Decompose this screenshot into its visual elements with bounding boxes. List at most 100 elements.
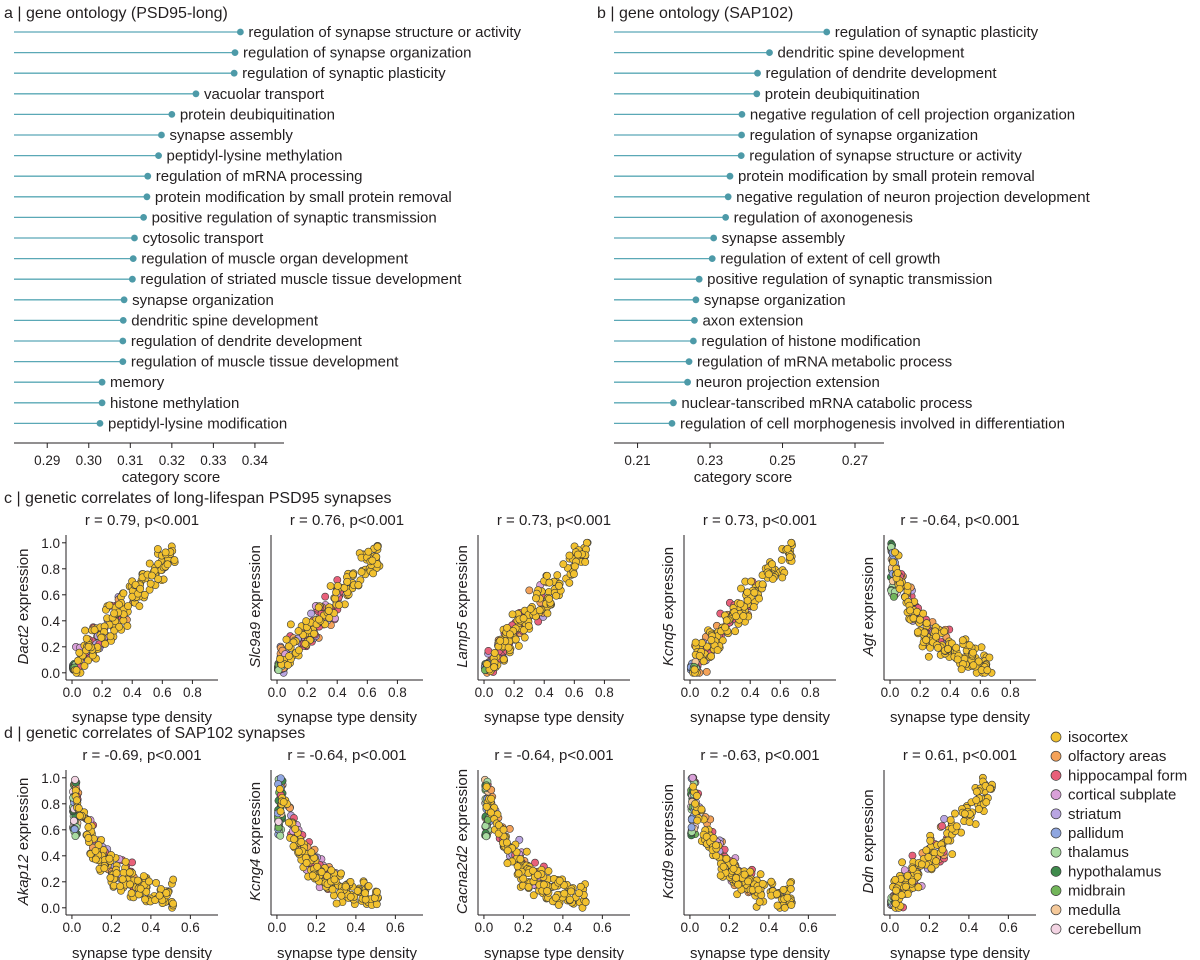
scatter-point xyxy=(743,596,752,605)
gene-name: Kcnq5 xyxy=(660,623,677,666)
scatter-point xyxy=(337,869,345,878)
scatter-point xyxy=(313,862,322,871)
scatter-point xyxy=(551,893,560,902)
panel-a-ticks: 0.29 0.30 0.31 0.32 0.33 0.34 xyxy=(34,443,269,468)
scatter-point xyxy=(690,665,699,674)
scatter-plot-agt: r = -0.64, p<0.001 0.0 0.2 0.4 0.6 0.8 synapse… xyxy=(860,512,1036,726)
scatter-point xyxy=(965,641,974,650)
lollipop-dot xyxy=(119,358,127,365)
y-axis-label: Dact2 expression xyxy=(15,549,32,665)
scatter-point xyxy=(560,889,569,898)
y-tick-label: 0.6 xyxy=(41,588,60,603)
scatter-point xyxy=(136,884,145,893)
scatter-point xyxy=(948,850,957,859)
x-tick-label: 0.6 xyxy=(153,685,172,700)
go-term-b: protein deubiquitination xyxy=(614,86,920,103)
correlation-stat: r = -0.63, p<0.001 xyxy=(700,747,819,764)
scatter-point xyxy=(373,542,382,551)
scatter-plot-akap12: r = -0.69, p<0.001 0.0 0.2 0.4 0.6 0.0 0.2 0.4 0… xyxy=(15,747,218,960)
correlation-stat: r = 0.73, p<0.001 xyxy=(497,512,611,529)
x-tick-label: 0.4 xyxy=(553,920,572,935)
x-tick-label: 0.6 xyxy=(181,920,200,935)
scatter-point xyxy=(891,548,899,557)
y-tick-label: 0.4 xyxy=(41,849,60,864)
scatter-point xyxy=(310,629,318,638)
lollipop-dot xyxy=(119,317,127,324)
scatter-point xyxy=(522,847,531,856)
scatter-point xyxy=(783,893,792,902)
scatter-point xyxy=(127,889,136,898)
scatter-point xyxy=(581,558,590,566)
scatter-point xyxy=(908,851,917,860)
x-tick-label: 0.2 xyxy=(920,920,939,935)
scatter-point xyxy=(938,845,947,854)
scatter-point xyxy=(291,824,300,833)
panel-b-items: regulation of synaptic plasticity dendrit… xyxy=(614,24,1091,432)
lollipop-dot xyxy=(823,28,831,36)
scatter-point xyxy=(368,556,377,565)
go-term-a: peptidyl-lysine methylation xyxy=(14,148,342,165)
go-term-a: regulation of mRNA processing xyxy=(14,168,363,185)
scatter-point xyxy=(897,891,906,899)
expression-suffix: expression xyxy=(247,782,264,859)
scatter-point xyxy=(920,628,929,637)
scatter-point xyxy=(155,891,164,900)
scatter-point xyxy=(927,864,936,873)
x-axis-label: synapse type density xyxy=(484,945,625,960)
scatter-point xyxy=(70,816,78,825)
scatter-point xyxy=(732,874,740,882)
scatter-point xyxy=(285,652,293,661)
scatter-point xyxy=(315,615,323,624)
x-axis-label: synapse type density xyxy=(72,945,213,960)
expression-suffix: expression xyxy=(247,545,264,622)
scatter-points xyxy=(273,542,384,677)
legend-label: isocortex xyxy=(1068,729,1129,746)
lollipop-dot xyxy=(120,296,128,304)
panel-d: d | genetic correlates of SAP102 synapse… xyxy=(4,725,1036,960)
scatter-point xyxy=(124,602,132,610)
scatter-point xyxy=(583,538,591,547)
scatter-point xyxy=(535,606,544,615)
lollipop-dot xyxy=(131,234,138,242)
x-tick-label: 0.4 xyxy=(741,685,760,700)
go-term-label: positive regulation of synaptic transmis… xyxy=(707,271,992,288)
scatter-point xyxy=(110,609,119,618)
scatter-points xyxy=(886,539,996,677)
x-tick-label: 0.0 xyxy=(881,920,900,935)
scatter-point xyxy=(755,594,763,603)
scatter-point xyxy=(289,842,298,850)
scatter-point xyxy=(84,816,93,825)
scatter-point xyxy=(503,846,512,855)
y-tick-label: 0.0 xyxy=(41,901,60,916)
scatter-point xyxy=(327,866,336,875)
lollipop-dot xyxy=(140,214,148,221)
expression-suffix: expression xyxy=(860,789,877,866)
scatter-point xyxy=(84,834,93,842)
scatter-point xyxy=(691,799,700,808)
scatter-point xyxy=(487,794,496,803)
legend-label: medulla xyxy=(1068,902,1121,919)
scatter-point xyxy=(903,871,912,880)
scatter-point xyxy=(687,823,696,832)
x-axis-label: synapse type density xyxy=(890,709,1031,726)
gene-name: Kcng4 xyxy=(247,859,264,902)
go-term-a: regulation of muscle organ development xyxy=(14,251,409,268)
lollipop-dot xyxy=(670,399,677,407)
scatter-point xyxy=(943,644,952,653)
x-tick-label: 0.8 xyxy=(595,685,614,700)
scatter-point xyxy=(115,600,123,609)
y-axis-label: Akap12 expression xyxy=(15,778,32,907)
scatter-point xyxy=(282,635,291,644)
scatter-point xyxy=(490,649,499,657)
scatter-points xyxy=(481,775,590,912)
scatter-point xyxy=(972,796,981,805)
scatter-point xyxy=(944,836,952,845)
legend-swatch xyxy=(1050,770,1062,781)
go-term-label: vacuolar transport xyxy=(204,86,325,103)
scatter-point xyxy=(511,635,520,644)
x-tick-label: 0.29 xyxy=(34,453,60,468)
scatter-point xyxy=(932,632,940,641)
legend: isocortex olfactory areas hippocampal form… xyxy=(1050,729,1187,938)
go-term-label: regulation of synapse structure or activ… xyxy=(248,24,521,41)
expression-suffix: expression xyxy=(15,778,32,855)
